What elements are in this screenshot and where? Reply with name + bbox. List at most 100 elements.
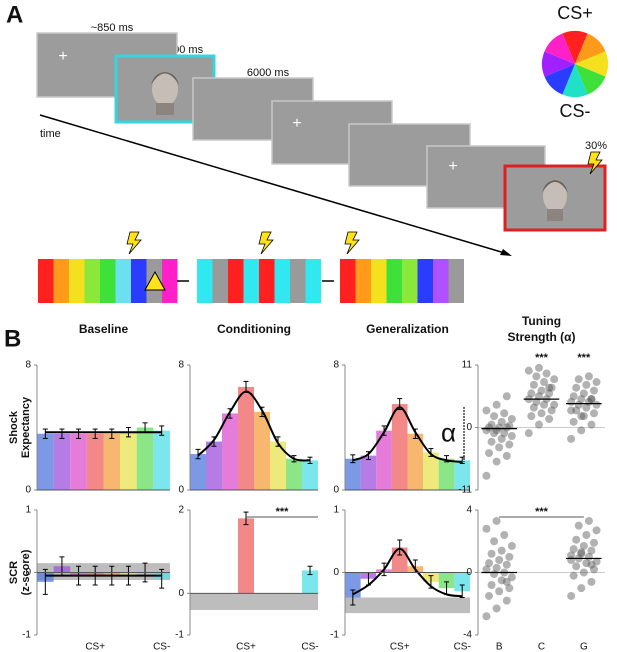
bar bbox=[391, 404, 408, 490]
bar bbox=[238, 386, 254, 490]
point bbox=[524, 366, 533, 375]
chart-title: Baseline bbox=[79, 322, 129, 336]
strip-cell bbox=[355, 259, 371, 303]
annotation: α bbox=[441, 417, 456, 447]
point bbox=[487, 549, 496, 558]
point bbox=[569, 545, 578, 554]
x-tick-label: CS+ bbox=[390, 642, 410, 652]
y-tick-label: 4 bbox=[466, 505, 472, 516]
point bbox=[592, 378, 601, 387]
point bbox=[547, 406, 556, 415]
band bbox=[190, 593, 318, 610]
lightning bbox=[587, 151, 603, 175]
point bbox=[572, 383, 581, 392]
point bbox=[587, 420, 596, 429]
point bbox=[502, 596, 511, 605]
timing-label: 6000 ms bbox=[247, 67, 290, 79]
bar bbox=[270, 441, 286, 490]
wheel-label: CS- bbox=[560, 101, 591, 121]
point bbox=[577, 395, 586, 404]
arrow-head bbox=[500, 249, 512, 256]
lightning bbox=[258, 231, 274, 255]
strip-cell bbox=[69, 259, 85, 303]
timing-label: ~850 ms bbox=[91, 22, 134, 34]
wheel-segment bbox=[544, 33, 575, 64]
bar bbox=[423, 452, 439, 490]
y-tick-label: -11 bbox=[458, 485, 472, 496]
point bbox=[532, 372, 541, 381]
bar bbox=[454, 572, 470, 592]
chart: -1 0 1 CS+ CS- bbox=[330, 505, 471, 652]
bar bbox=[254, 411, 270, 490]
point bbox=[589, 538, 598, 547]
point bbox=[500, 531, 509, 539]
point bbox=[482, 406, 491, 415]
strip-cell bbox=[197, 259, 213, 303]
point bbox=[587, 395, 596, 404]
chart: Tuning Strength (α) -11 0 11 *** *** bbox=[458, 314, 605, 496]
point bbox=[485, 591, 494, 600]
y-axis-label: Shock bbox=[8, 410, 20, 444]
point bbox=[502, 423, 511, 432]
point bbox=[582, 531, 591, 539]
point bbox=[545, 383, 554, 392]
point bbox=[507, 541, 516, 550]
wheel-segment bbox=[575, 33, 606, 64]
y-tick-label: 8 bbox=[25, 360, 31, 371]
y-axis-label: SCR bbox=[8, 561, 20, 584]
warning-sign bbox=[144, 270, 166, 291]
point bbox=[587, 546, 596, 555]
y-tick-label: -1 bbox=[330, 630, 339, 641]
bar bbox=[70, 433, 87, 490]
point bbox=[587, 577, 596, 586]
y-tick-label: 1 bbox=[25, 505, 31, 516]
chart: Conditioning 0 8 bbox=[178, 322, 318, 496]
point bbox=[532, 397, 541, 406]
fixation: + bbox=[448, 158, 457, 175]
point bbox=[534, 363, 543, 372]
time-arrow bbox=[39, 114, 509, 255]
point bbox=[537, 409, 546, 418]
y-tick-label: 0 bbox=[466, 567, 472, 578]
shock-probability: 30% bbox=[585, 140, 607, 152]
point bbox=[577, 548, 586, 557]
x-tick-label: CS- bbox=[454, 642, 471, 652]
strip-cell bbox=[386, 259, 402, 303]
point bbox=[507, 414, 516, 423]
point bbox=[492, 457, 501, 466]
strip-cell bbox=[162, 259, 178, 303]
y-tick-label: -1 bbox=[175, 630, 184, 641]
point bbox=[482, 612, 491, 621]
point bbox=[582, 403, 591, 412]
time-label: time bbox=[40, 128, 61, 140]
y-axis-label: Expectancy bbox=[20, 396, 32, 458]
chart-title: Strength (α) bbox=[507, 330, 575, 344]
lightning bbox=[126, 231, 142, 255]
point bbox=[482, 565, 491, 574]
bar bbox=[238, 518, 254, 594]
x-tick-label: G bbox=[580, 642, 588, 652]
strip-cell bbox=[259, 259, 275, 303]
point bbox=[589, 409, 598, 418]
point bbox=[487, 420, 496, 429]
point bbox=[497, 546, 506, 555]
strip-cell bbox=[84, 259, 100, 303]
x-tick-label: CS- bbox=[153, 642, 170, 652]
y-tick-label: 11 bbox=[462, 360, 473, 371]
point bbox=[577, 584, 586, 593]
point bbox=[497, 576, 506, 585]
y-axis-label: (z-score) bbox=[20, 549, 32, 595]
strip-cell bbox=[115, 259, 131, 303]
strip-cell bbox=[274, 259, 290, 303]
point bbox=[584, 516, 593, 525]
strip-cell bbox=[371, 259, 387, 303]
point bbox=[587, 395, 596, 404]
point bbox=[567, 591, 576, 600]
point bbox=[577, 426, 586, 435]
wheel-segment bbox=[544, 64, 575, 95]
point bbox=[540, 378, 549, 387]
strip-cell bbox=[228, 259, 244, 303]
point bbox=[505, 552, 514, 561]
wheel-segment bbox=[575, 51, 608, 77]
significance-label: *** bbox=[276, 506, 290, 518]
